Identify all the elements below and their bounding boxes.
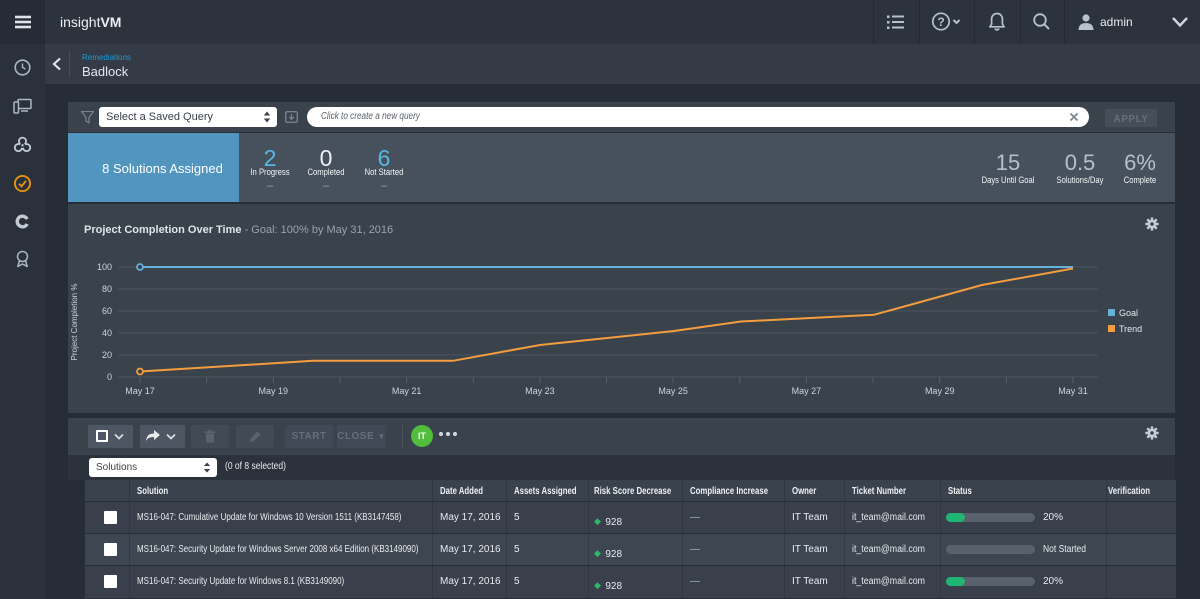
svg-text:Goal: Goal	[1119, 308, 1138, 318]
svg-text:Trend: Trend	[1119, 324, 1142, 334]
svg-text:Project Completion %: Project Completion %	[70, 284, 79, 361]
svg-text:0: 0	[107, 372, 112, 382]
svg-text:40: 40	[102, 328, 112, 338]
svg-text:May 31: May 31	[1058, 386, 1088, 396]
svg-text:May 19: May 19	[259, 386, 289, 396]
svg-text:May 21: May 21	[392, 386, 422, 396]
svg-text:100: 100	[97, 262, 112, 272]
svg-text:60: 60	[102, 306, 112, 316]
svg-text:May 29: May 29	[925, 386, 955, 396]
svg-text:May 23: May 23	[525, 386, 555, 396]
svg-text:80: 80	[102, 284, 112, 294]
svg-text:20: 20	[102, 350, 112, 360]
svg-text:May 27: May 27	[792, 386, 822, 396]
svg-text:?: ?	[937, 15, 944, 29]
svg-text:May 17: May 17	[125, 386, 155, 396]
svg-text:May 25: May 25	[658, 386, 688, 396]
